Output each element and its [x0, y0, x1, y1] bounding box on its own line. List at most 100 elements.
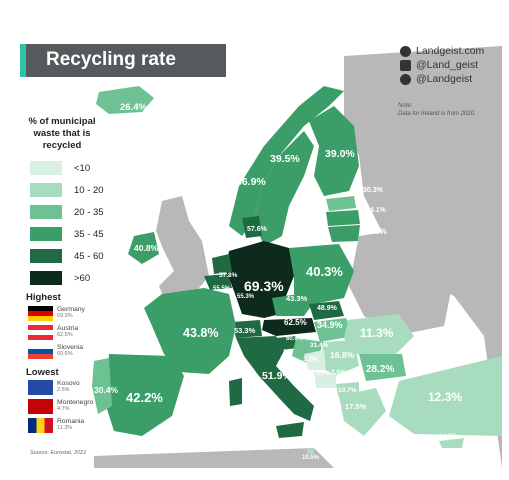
ranking-country: Romania: [57, 418, 85, 425]
norway-shape: [229, 86, 344, 236]
map-label-cyprus: 14.5%: [440, 434, 458, 440]
ranking-value: 62.5%: [57, 332, 73, 338]
instagram-text: @Land_geist: [416, 59, 479, 71]
legend-label: 45 - 60: [74, 250, 104, 262]
map-label-spain: 42.2%: [126, 390, 163, 405]
legend: <10 10 - 20 20 - 35 35 - 45 45 - 60 >60: [30, 158, 104, 290]
finland-shape: [309, 106, 359, 196]
social-instagram[interactable]: @Land_geist: [400, 58, 484, 72]
map-label-italy: 51.9%: [262, 370, 292, 382]
map-label-slovenia: 60.6%: [286, 336, 304, 342]
map-label-turkey: 12.3%: [428, 390, 463, 404]
legend-label: <10: [74, 162, 91, 174]
page-title: Recycling rate: [46, 49, 176, 70]
map-label-kosovo: 2.5%: [331, 369, 346, 376]
malta-shape: [307, 448, 314, 454]
legend-item: 10 - 20: [30, 180, 104, 200]
montenegro-flag-icon: [28, 399, 53, 414]
map-label-czechia: 43.3%: [286, 294, 308, 303]
belarus-ukraine-region: [349, 226, 454, 336]
map-label-ireland: 40.8%: [134, 243, 159, 253]
legend-label: 35 - 45: [74, 228, 104, 240]
globe-icon: [400, 45, 411, 57]
bulgaria-shape: [359, 354, 406, 381]
note-title: Note:: [398, 103, 413, 109]
social-twitter[interactable]: @Landgeist: [400, 72, 484, 86]
north-africa-region: [94, 448, 334, 468]
legend-label: >60: [74, 272, 91, 284]
portugal-shape: [92, 358, 112, 414]
legend-item: 45 - 60: [30, 246, 104, 266]
map-label-denmark: 57.6%: [247, 226, 267, 233]
legend-label: 10 - 20: [74, 184, 104, 196]
ranking-country: Slovenia: [57, 344, 84, 351]
legend-item: <10: [30, 158, 104, 178]
france-shape: [144, 288, 236, 374]
map-label-croatia: 31.4%: [310, 342, 329, 349]
legend-item: 35 - 45: [30, 224, 104, 244]
italy-shape: [236, 336, 314, 421]
highest-title: Highest: [26, 292, 61, 303]
lowest-title: Lowest: [26, 367, 59, 378]
instagram-icon: [400, 59, 411, 71]
bosnia-shape: [304, 350, 326, 370]
north-macedonia-shape: [336, 382, 359, 396]
germany-flag-icon: [28, 306, 53, 321]
serbia-shape: [319, 340, 359, 376]
map-label-iceland: 26.4%: [120, 102, 147, 113]
legend-swatch: [30, 271, 62, 285]
map-label-portugal: 30.4%: [94, 385, 119, 395]
map-label-estonia: 30.3%: [363, 187, 383, 194]
legend-item: 20 - 35: [30, 202, 104, 222]
cyprus-shape: [439, 438, 464, 448]
ranking-country: Germany: [57, 306, 85, 313]
denmark-shape: [242, 216, 262, 238]
map-label-netherlands: 57.8%: [219, 272, 238, 279]
ranking-country: Montenegro: [57, 399, 94, 406]
estonia-shape: [326, 196, 356, 211]
map-label-lithuania: 44.3%: [364, 227, 387, 236]
note: Note: Data for Ireland is from 2020.: [398, 102, 476, 118]
sweden-shape: [254, 131, 314, 246]
romania-flag-icon: [28, 418, 53, 433]
social-website[interactable]: Landgeist.com: [400, 44, 484, 58]
ranking-text: Slovenia 60.6%: [57, 344, 83, 358]
twitter-text: @Landgeist: [416, 73, 473, 85]
ranking-text: Austria 62.5%: [57, 325, 78, 339]
ranking-country: Austria: [57, 325, 79, 332]
map-label-hungary: 34.9%: [317, 320, 343, 330]
netherlands-shape: [212, 254, 232, 274]
hungary-shape: [314, 318, 354, 342]
legend-label: 20 - 35: [74, 206, 104, 218]
poland-shape: [289, 244, 354, 304]
uk-region: [156, 196, 209, 298]
map-label-switzerland: 53.3%: [234, 326, 256, 335]
ranking-text: Montenegro 4.7%: [57, 399, 93, 413]
title-band: [20, 44, 226, 77]
map-label-germany: 69.3%: [244, 278, 284, 294]
map-label-slovakia: 48.9%: [317, 305, 337, 312]
ranking-item-romania: Romania 11.3%: [28, 418, 84, 433]
austria-shape: [262, 318, 316, 336]
twitter-icon: [400, 73, 411, 85]
map-label-romania: 11.3%: [360, 326, 394, 340]
map-label-sweden: 36.9%: [236, 176, 266, 188]
social-block: Landgeist.com @Land_geist @Landgeist: [400, 44, 484, 86]
map-label-finland: 39.0%: [325, 148, 355, 160]
sicily-shape: [276, 422, 304, 438]
europe-map: [92, 46, 502, 468]
map-label-latvia: 44.1%: [366, 207, 386, 214]
map-label-serbia: 16.8%: [330, 350, 355, 360]
legend-swatch: [30, 227, 62, 241]
ranking-value: 11.3%: [57, 425, 73, 431]
map-label-belgium: 55.5%: [213, 286, 231, 292]
ranking-item-kosovo: Kosovo 2.5%: [28, 380, 80, 395]
ranking-item-austria: Austria 62.5%: [28, 325, 78, 340]
latvia-shape: [326, 210, 360, 226]
iceland-shape: [96, 86, 154, 114]
map-label-norway: 39.5%: [270, 153, 300, 165]
title-accent: [20, 44, 26, 77]
ranking-text: Germany 69.3%: [57, 306, 85, 320]
map-label-north-macedonia: 10.7%: [338, 387, 357, 394]
map-frame: [14, 36, 502, 468]
